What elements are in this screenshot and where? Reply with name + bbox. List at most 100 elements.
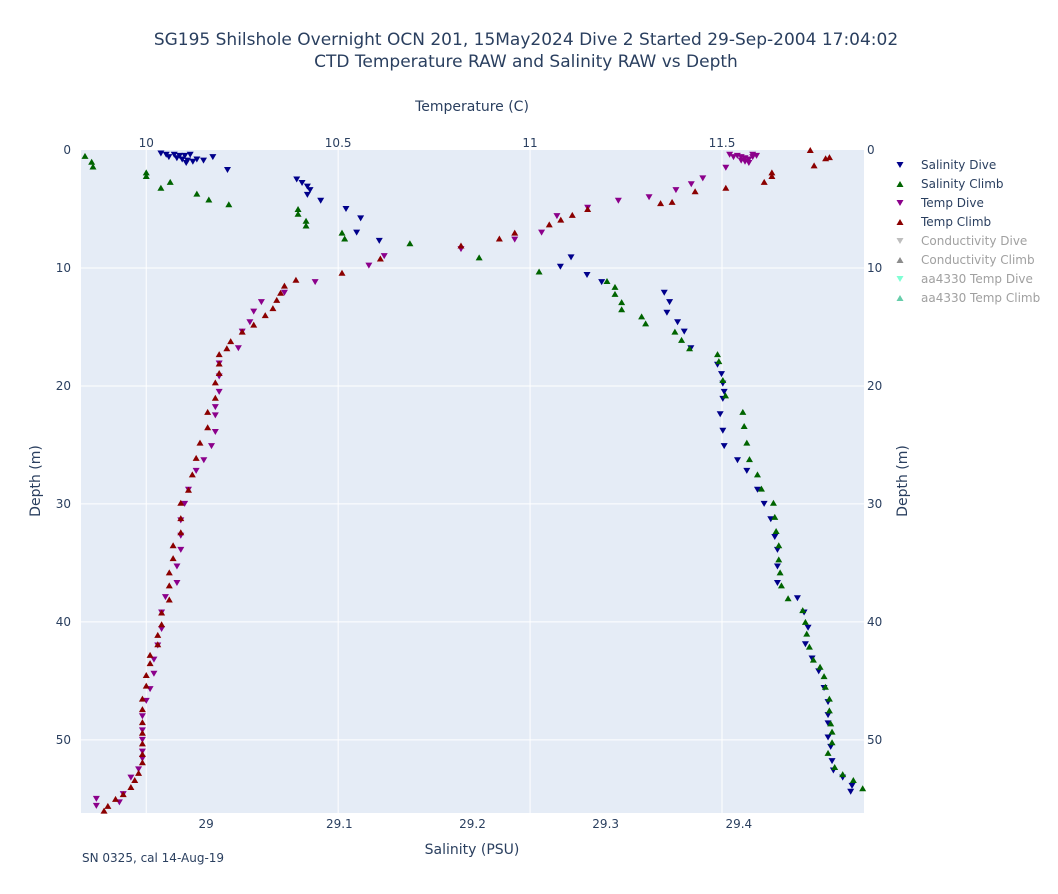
- salinity-climb-series: [81, 152, 867, 792]
- salinity-dive-point: [716, 411, 724, 418]
- salinity-dive-point: [173, 155, 181, 162]
- temp-dive-point: [753, 152, 761, 159]
- legend-item-conductivity-dive[interactable]: Conductivity Dive: [896, 234, 1028, 248]
- temp-dive-point: [745, 156, 753, 163]
- chart-title-line1: SG195 Shilshole Overnight OCN 201, 15May…: [154, 30, 898, 50]
- salinity-dive-point: [200, 157, 208, 164]
- legend-item-conductivity-climb[interactable]: Conductivity Climb: [896, 253, 1035, 267]
- plot-area[interactable]: [81, 150, 864, 813]
- temp-dive-point: [138, 736, 146, 743]
- salinity-dive-series: [157, 150, 856, 795]
- temp-climb-point: [269, 305, 277, 312]
- salinity-climb-point: [719, 377, 727, 384]
- salinity-dive-point: [342, 205, 350, 212]
- temp-climb-point: [806, 147, 814, 153]
- salinity-dive-point: [182, 159, 190, 166]
- salinity-climb-point: [777, 582, 785, 589]
- salinity-climb-point: [828, 728, 836, 735]
- temp-dive-point: [730, 154, 737, 161]
- salinity-dive-point: [666, 299, 674, 306]
- salinity-dive-point: [674, 319, 682, 326]
- temp-climb-point: [138, 729, 146, 736]
- temp-climb-point: [292, 276, 300, 283]
- temp-climb-point: [204, 408, 212, 415]
- top-x-axis-title: Temperature (C): [414, 99, 529, 115]
- salinity-climb-point: [771, 513, 779, 520]
- salinity-dive-point: [165, 154, 173, 161]
- legend-item-temp-climb[interactable]: Temp Climb: [896, 215, 992, 229]
- temp-climb-point: [211, 394, 219, 401]
- temp-dive-point: [92, 795, 100, 802]
- data-markers: [81, 147, 867, 814]
- legend-label: Salinity Dive: [921, 158, 996, 172]
- salinity-climb-point: [722, 392, 730, 399]
- temp-climb-point: [215, 360, 223, 367]
- salinity-climb-point: [89, 163, 97, 170]
- salinity-climb-point: [611, 283, 619, 290]
- salinity-climb-point: [225, 201, 233, 208]
- right-y-tick-label: 20: [867, 379, 882, 393]
- bottom-x-tick-label: 29.3: [592, 817, 619, 831]
- salinity-dive-point: [186, 151, 194, 158]
- temp-climb-point: [768, 172, 776, 179]
- temp-dive-point: [135, 766, 143, 773]
- temp-climb-point: [138, 751, 146, 758]
- legend-item-aa-temp-climb[interactable]: aa4330 Temp Climb: [896, 291, 1041, 305]
- temp-dive-point: [726, 151, 734, 158]
- salinity-dive-point: [824, 734, 832, 741]
- temp-climb-point: [138, 695, 146, 702]
- salinity-climb-point: [772, 528, 780, 535]
- salinity-dive-point: [801, 641, 809, 648]
- temp-climb-point: [511, 229, 519, 236]
- temp-climb-point: [169, 555, 177, 562]
- temp-climb-point: [668, 198, 676, 205]
- legend-item-salinity-climb[interactable]: Salinity Climb: [896, 177, 1004, 191]
- salinity-climb-point: [784, 595, 792, 602]
- temp-climb-point: [158, 621, 166, 628]
- salinity-dive-point: [824, 720, 832, 727]
- right-y-tick-label: 30: [867, 497, 882, 511]
- temp-climb-point: [204, 424, 212, 431]
- temp-dive-point: [173, 579, 181, 586]
- salinity-dive-point: [223, 167, 231, 174]
- temp-dive-point: [737, 157, 745, 164]
- temp-climb-point: [135, 769, 143, 776]
- temp-climb-point: [158, 609, 166, 616]
- left-y-tick-label: 0: [63, 143, 71, 157]
- temp-dive-point: [246, 319, 254, 326]
- temp-dive-point: [211, 428, 219, 435]
- salinity-dive-point: [719, 427, 727, 434]
- legend-item-salinity-dive[interactable]: Salinity Dive: [896, 158, 997, 172]
- temp-climb-point: [273, 296, 281, 303]
- salinity-climb-point: [611, 290, 619, 297]
- temp-dive-point: [672, 187, 680, 194]
- salinity-dive-point: [303, 191, 311, 198]
- axis-ticks: 0 10 20 30 40 50 0 10 20 30 40 50 10 10.5 11 11.5 29 29.1…: [56, 136, 883, 831]
- salinity-climb-point: [618, 299, 626, 306]
- salinity-climb-point: [805, 643, 813, 650]
- legend-marker: [896, 219, 904, 225]
- temp-dive-point: [211, 404, 219, 411]
- temp-climb-point: [192, 454, 200, 461]
- legend-label: Temp Climb: [920, 215, 991, 229]
- legend-marker: [896, 257, 904, 263]
- salinity-dive-point: [193, 156, 201, 163]
- left-y-tick-label: 10: [56, 261, 71, 275]
- temp-climb-point: [810, 162, 818, 169]
- temp-climb-point: [146, 651, 154, 658]
- legend-item-temp-dive[interactable]: Temp Dive: [896, 196, 984, 210]
- salinity-climb-point: [816, 663, 824, 670]
- temp-climb-point: [557, 216, 565, 223]
- salinity-climb-point: [338, 229, 346, 236]
- temp-climb-series: [100, 147, 833, 814]
- salinity-climb-point: [775, 556, 783, 563]
- temp-climb-point: [146, 660, 154, 667]
- salinity-climb-point: [142, 169, 150, 176]
- salinity-dive-point: [178, 156, 186, 163]
- legend-item-aa-temp-dive[interactable]: aa4330 Temp Dive: [896, 272, 1033, 286]
- salinity-dive-point: [556, 263, 564, 270]
- salinity-climb-point: [302, 217, 310, 224]
- temp-climb-point: [154, 631, 162, 638]
- temp-climb-point: [211, 379, 219, 386]
